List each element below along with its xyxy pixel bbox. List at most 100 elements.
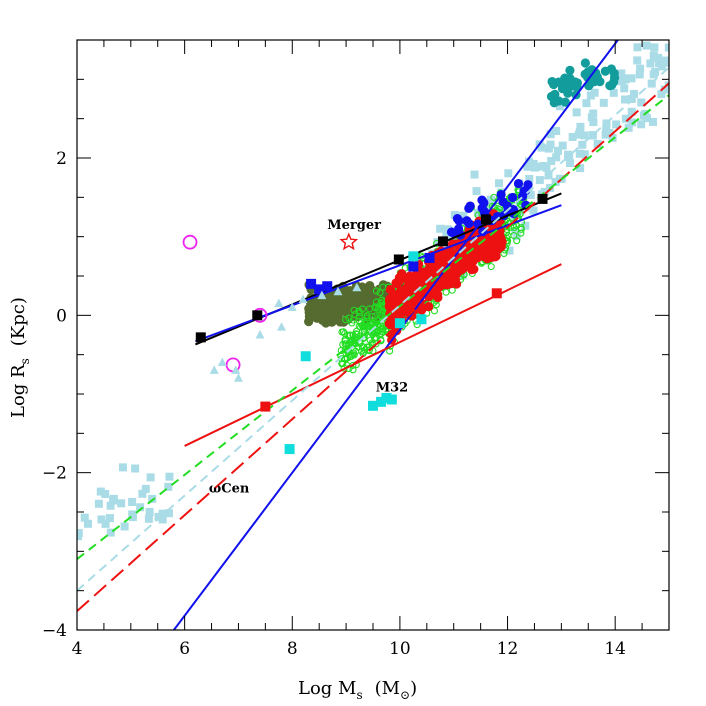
blue-cloud-point [464,218,474,229]
lightblue-galaxies-point [563,150,572,159]
lightblue-clusters-point [144,514,153,523]
green-cloud-point [345,346,353,354]
lightblue-galaxies-point [619,74,628,83]
cyan-squares-point [368,400,378,411]
lightblue-galaxies-point [552,153,561,162]
green-cloud-point [371,312,380,320]
red-cloud-point [424,301,434,312]
green-line-dashed [77,94,669,560]
red-cloud-point [412,293,422,304]
green-cloud-point [356,337,364,345]
green-cloud-point [352,327,361,335]
green-cloud-point [350,349,358,357]
lightblue-galaxies-point [637,120,646,129]
lightblue-galaxies-point [628,118,637,127]
teal-cloud-point [563,88,573,98]
green-cloud-point [372,287,380,295]
green-cloud-point [510,224,518,232]
lightblue-clusters-point [158,515,167,524]
light-blue-triangles-point [231,365,241,374]
olive-cloud-point [359,299,370,310]
green-cloud-point [355,312,363,320]
lightblue-galaxies-point [664,43,669,52]
green-cloud-point [490,193,498,201]
lightblue-clusters-point [164,509,173,518]
lightblue-galaxies-point [470,170,479,179]
lightblue-clusters-point [146,473,155,482]
lightblue-galaxies-point [642,41,651,50]
red-cloud-point [395,309,405,319]
teal-cloud-point [547,76,557,87]
lightblue-clusters-point [120,522,129,531]
lightblue-clusters-point [106,528,115,537]
x-axis-title: Log Ms (M⊙) [298,678,417,702]
blue-cloud-point [513,178,524,189]
lightblue-line-dashed [77,66,669,592]
lightblue-clusters-point [138,489,147,498]
teal-cloud-point [554,96,564,106]
lightblue-galaxies-point [575,127,584,136]
lightblue-clusters-point [105,514,114,523]
lightblue-clusters-point [101,519,110,528]
green-cloud-point [352,330,360,338]
teal-cloud-point [580,58,590,68]
lightblue-galaxies-point [586,91,595,100]
blue-squares-point [322,281,333,292]
axis-ticks [76,39,670,631]
y-tick-label: −2 [42,464,67,484]
lightblue-galaxies-point [635,70,644,79]
lightblue-galaxies-point [629,89,638,98]
lightblue-galaxies-point [580,150,589,159]
lightblue-galaxies-point [551,178,560,187]
cyan-squares-point [284,444,295,455]
y-tick-label: −4 [42,621,67,641]
green-cloud-point [361,318,369,327]
olive-cloud-point [369,293,379,303]
lightblue-galaxies-point [636,64,645,73]
lightblue-galaxies-point [572,108,581,117]
lightblue-galaxies-point [580,131,589,140]
lightblue-galaxies-point [558,141,567,150]
red-cloud-point [406,301,416,311]
cyan-squares-point [381,392,392,403]
red-cloud-point [450,275,460,285]
lightblue-galaxies-point [505,246,514,255]
olive-cloud-point [332,303,342,313]
x-tick-label: 8 [287,639,298,659]
teal-cloud-point [600,66,610,76]
lightblue-galaxies-point [660,85,669,94]
lightblue-clusters-point [80,513,89,522]
x-tick-label: 14 [604,639,626,659]
lightblue-galaxies-point [535,176,544,185]
olive-cloud-point [349,293,360,303]
light-blue-triangles-point [277,322,287,331]
lightblue-galaxies-point [637,98,646,107]
x-tick-label: 6 [179,639,190,659]
lightblue-galaxies-point [530,163,539,172]
lightblue-galaxies-point [642,114,651,123]
lightblue-clusters-point [148,494,157,503]
lightblue-galaxies-point [523,162,532,171]
lightblue-clusters-point [77,529,83,538]
lightblue-galaxies-point [589,118,598,127]
red-cloud-point [396,286,406,296]
green-cloud-point [430,307,438,315]
red-cloud-point [451,261,461,271]
green-cloud-point [366,336,374,344]
x-tick-label: 12 [497,639,519,659]
magenta-open-circles [182,234,268,373]
lightblue-clusters-point [117,499,126,508]
green-cloud-point [377,330,385,338]
green-cloud-point [341,337,349,345]
lightblue-galaxies-point [521,221,530,230]
y-tick-label: 2 [56,149,67,169]
teal-cloud-point [609,77,619,87]
lightblue-galaxies-point [655,59,664,68]
merger-star-point [339,232,359,251]
blue-squares [306,252,435,295]
lightblue-galaxies-point [627,74,636,83]
lightblue-galaxies-point [576,164,585,173]
blue-cloud-point [454,216,464,226]
x-tick-label: 10 [389,639,411,659]
green-cloud-point [369,331,377,339]
